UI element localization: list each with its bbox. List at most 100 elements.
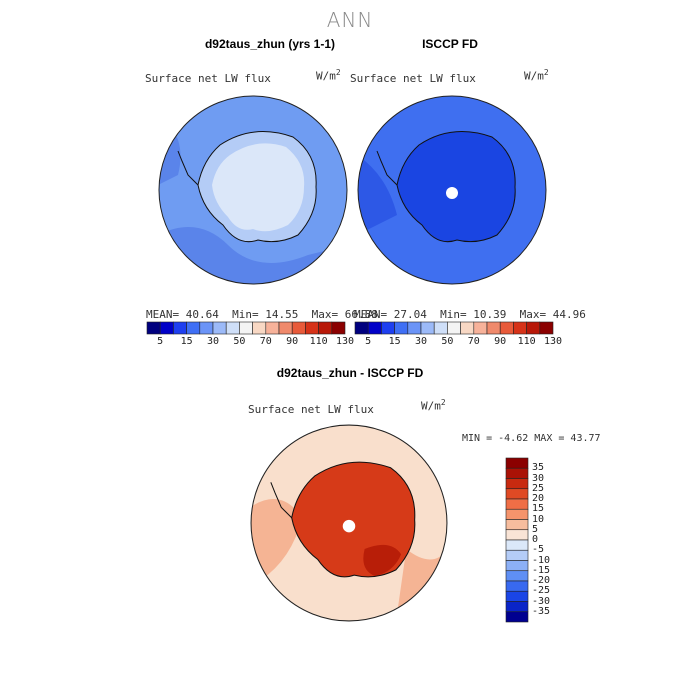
colorbar-swatch bbox=[505, 560, 529, 572]
colorbar-labels-model: 5 15 30 50 70 90 110 130 bbox=[147, 336, 354, 350]
colorbar-tick-label: 90 bbox=[286, 336, 299, 347]
colorbar-swatch bbox=[513, 321, 527, 335]
colorbar-tick-label: 110 bbox=[309, 336, 328, 347]
colorbar-tick-label: 70 bbox=[259, 336, 272, 347]
colorbar-swatch bbox=[367, 321, 382, 335]
variable-label-model: Surface net LW flux bbox=[145, 72, 271, 85]
colorbar-tick-label: 0 bbox=[532, 534, 539, 545]
colorbar-swatch bbox=[505, 611, 529, 623]
colorbar-swatch bbox=[252, 321, 267, 335]
units-label-model: W/m2 bbox=[316, 68, 341, 83]
colorbar-tick-label: 25 bbox=[532, 482, 545, 494]
colorbar-swatch bbox=[505, 519, 529, 531]
antarctic-ice-core bbox=[212, 143, 305, 232]
colorbar-swatch bbox=[265, 321, 280, 335]
colorbar-tick-label: -10 bbox=[532, 554, 551, 566]
polar-map-diff bbox=[250, 424, 448, 622]
colorbar-swatch bbox=[239, 321, 253, 335]
colorbar-tick-label: 15 bbox=[388, 336, 401, 347]
ocean-warmer-band bbox=[251, 499, 303, 581]
colorbar-swatch bbox=[305, 321, 319, 335]
ocean-darker-band bbox=[159, 227, 347, 284]
colorbar-tick-label: 15 bbox=[180, 336, 193, 347]
colorbar-swatch bbox=[505, 590, 529, 602]
stats-obs: MEAN= 27.04 Min= 10.39 Max= 44.96 bbox=[354, 308, 586, 321]
pole-hole bbox=[342, 519, 356, 533]
colorbar-tick-label: 130 bbox=[543, 336, 563, 347]
colorbar-swatch bbox=[505, 488, 529, 500]
colorbar-tick-label: 50 bbox=[233, 336, 246, 347]
panel-title-obs: ISCCP FD bbox=[422, 37, 478, 51]
colorbar-swatch bbox=[486, 321, 501, 335]
colorbar-swatch bbox=[505, 478, 529, 490]
colorbar-swatch bbox=[505, 457, 529, 469]
colorbar-obs bbox=[354, 321, 554, 335]
coastline bbox=[197, 131, 317, 243]
colorbar-swatch bbox=[460, 321, 475, 335]
stats-diff: MIN = -4.62 MAX = 43.77 bbox=[462, 433, 601, 444]
colorbar-tick-label: -5 bbox=[532, 544, 545, 556]
colorbar-swatch bbox=[159, 321, 174, 335]
colorbar-tick-label: 30 bbox=[206, 336, 220, 347]
stats-model: MEAN= 40.64 Min= 14.55 Max= 66.88 bbox=[146, 308, 378, 321]
panel-title-diff: d92taus_zhun - ISCCP FD bbox=[276, 366, 424, 380]
colorbar-swatch bbox=[505, 601, 529, 613]
coastline bbox=[291, 461, 416, 578]
colorbar-labels-obs: 5 15 30 50 70 90 110 130 bbox=[355, 336, 562, 350]
colorbar-swatch bbox=[526, 321, 541, 335]
colorbar-swatch bbox=[505, 498, 529, 510]
peninsula-coast bbox=[177, 150, 199, 186]
ocean-darker-band bbox=[159, 115, 181, 185]
ocean-darker-band bbox=[358, 155, 397, 235]
peninsula-coast bbox=[270, 482, 293, 519]
colorbar-swatch bbox=[318, 321, 333, 335]
colorbar-model bbox=[146, 321, 346, 335]
colorbar-swatch bbox=[433, 321, 448, 335]
colorbar-swatch bbox=[505, 539, 529, 551]
colorbar-swatch bbox=[407, 321, 422, 335]
colorbar-swatch bbox=[539, 321, 554, 335]
colorbar-swatch bbox=[473, 321, 488, 335]
colorbar-swatch bbox=[225, 321, 240, 335]
antarctic-diff-max bbox=[363, 544, 402, 577]
colorbar-tick-label: 20 bbox=[532, 493, 545, 504]
pole-hole bbox=[446, 187, 458, 199]
colorbar-tick-label: -20 bbox=[532, 575, 551, 586]
colorbar-tick-label: 30 bbox=[414, 336, 428, 347]
colorbar-tick-label: 10 bbox=[532, 513, 545, 525]
colorbar-swatch bbox=[291, 321, 306, 335]
colorbar-swatch bbox=[381, 321, 395, 335]
colorbar-swatch bbox=[499, 321, 514, 335]
variable-label-obs: Surface net LW flux bbox=[350, 72, 476, 85]
colorbar-swatch bbox=[505, 580, 529, 592]
colorbar-labels-diff: 35 30 25 20 15 10 5 0 -5 -10 -15 -20 -25 -30 -35 bbox=[532, 458, 572, 622]
colorbar-swatch bbox=[278, 321, 293, 335]
colorbar-diff bbox=[505, 457, 529, 623]
colorbar-swatch bbox=[186, 321, 201, 335]
colorbar-swatch bbox=[505, 570, 529, 582]
colorbar-tick-label: -35 bbox=[532, 605, 551, 617]
polar-map-obs bbox=[357, 95, 547, 285]
colorbar-tick-label: 35 bbox=[532, 462, 545, 474]
colorbar-swatch bbox=[505, 508, 529, 520]
colorbar-swatch bbox=[394, 321, 409, 335]
panel-title-model: d92taus_zhun (yrs 1-1) bbox=[204, 37, 336, 51]
antarctic-ice bbox=[397, 131, 516, 242]
colorbar-tick-label: -25 bbox=[532, 585, 551, 597]
figure-title: ANN bbox=[326, 8, 374, 32]
units-label-diff: W/m2 bbox=[421, 398, 446, 413]
colorbar-tick-label: 5 bbox=[532, 523, 539, 535]
units-label-obs: W/m2 bbox=[524, 68, 549, 83]
colorbar-tick-label: 30 bbox=[532, 472, 545, 484]
colorbar-swatch bbox=[146, 321, 161, 335]
colorbar-swatch bbox=[505, 549, 529, 561]
colorbar-swatch bbox=[199, 321, 214, 335]
colorbar-tick-label: 5 bbox=[157, 336, 164, 347]
peninsula-coast bbox=[376, 150, 398, 186]
colorbar-swatch bbox=[173, 321, 187, 335]
colorbar-swatch bbox=[420, 321, 435, 335]
colorbar-tick-label: -30 bbox=[532, 595, 551, 607]
colorbar-tick-label: 50 bbox=[441, 336, 454, 347]
colorbar-swatch bbox=[354, 321, 369, 335]
colorbar-tick-label: 130 bbox=[335, 336, 355, 347]
